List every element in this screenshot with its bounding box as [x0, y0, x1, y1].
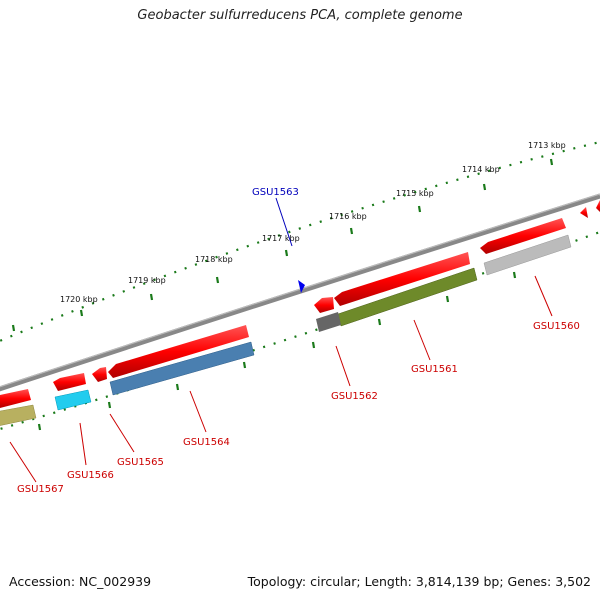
gene-bar-gsu1564: [109, 341, 255, 396]
gene-bar-gsu1567: [0, 404, 37, 426]
genome-backbone: [0, 193, 600, 392]
cds-arrow: [108, 325, 249, 378]
gene-bar-gsu1562: [316, 312, 341, 332]
cds-arrow: [53, 373, 86, 391]
major-ticks: [11, 158, 554, 332]
gene-label-gsu1560: GSU1560: [533, 321, 580, 332]
gene-bar-gsu1566: [54, 389, 92, 411]
gene-label-gsu1561: GSU1561: [411, 364, 458, 375]
genome-summary-text: Topology: circular; Length: 3,814,139 bp…: [247, 574, 591, 589]
tick-label: 1720 kbp: [60, 295, 98, 304]
gene-label-gsu1564: GSU1564: [183, 437, 230, 448]
cds-arrow: [334, 252, 470, 306]
gene-label-gsu1565: GSU1565: [117, 457, 164, 468]
gene-leader-lines: [9, 275, 553, 483]
cds-arrow: [480, 218, 566, 254]
inner-major-ticks: [37, 271, 517, 431]
gene-label-gsu1562: GSU1562: [331, 391, 378, 402]
pointer-arrow-icon: [298, 280, 305, 293]
highlight-leader-line: [275, 197, 293, 247]
highlight-label: GSU1563: [252, 187, 299, 198]
tick-label: 1717 kbp: [262, 234, 300, 243]
gene-label-gsu1566: GSU1566: [67, 470, 114, 481]
tick-label: 1715 kbp: [396, 189, 434, 198]
tick-label: 1719 kbp: [128, 276, 166, 285]
cds-arrow: [0, 389, 31, 408]
gene-label-gsu1567: GSU1567: [17, 484, 64, 495]
cds-arrow: [580, 207, 588, 218]
cds-arrow: [314, 297, 334, 313]
map-title: Geobacter sulfurreducens PCA, complete g…: [137, 8, 463, 23]
tick-label: 1716 kbp: [329, 212, 367, 221]
tick-label: 1714 kbp: [462, 165, 500, 174]
gene-bar-gsu1560: [483, 234, 572, 276]
cds-arrow: [92, 367, 107, 382]
tick-label: 1713 kbp: [528, 141, 566, 150]
cds-strand-track: [0, 200, 600, 408]
tick-label: 1718 kbp: [195, 255, 233, 264]
gene-bars: [0, 234, 572, 426]
accession-text: Accession: NC_002939: [9, 574, 152, 589]
cds-arrow: [596, 200, 600, 212]
